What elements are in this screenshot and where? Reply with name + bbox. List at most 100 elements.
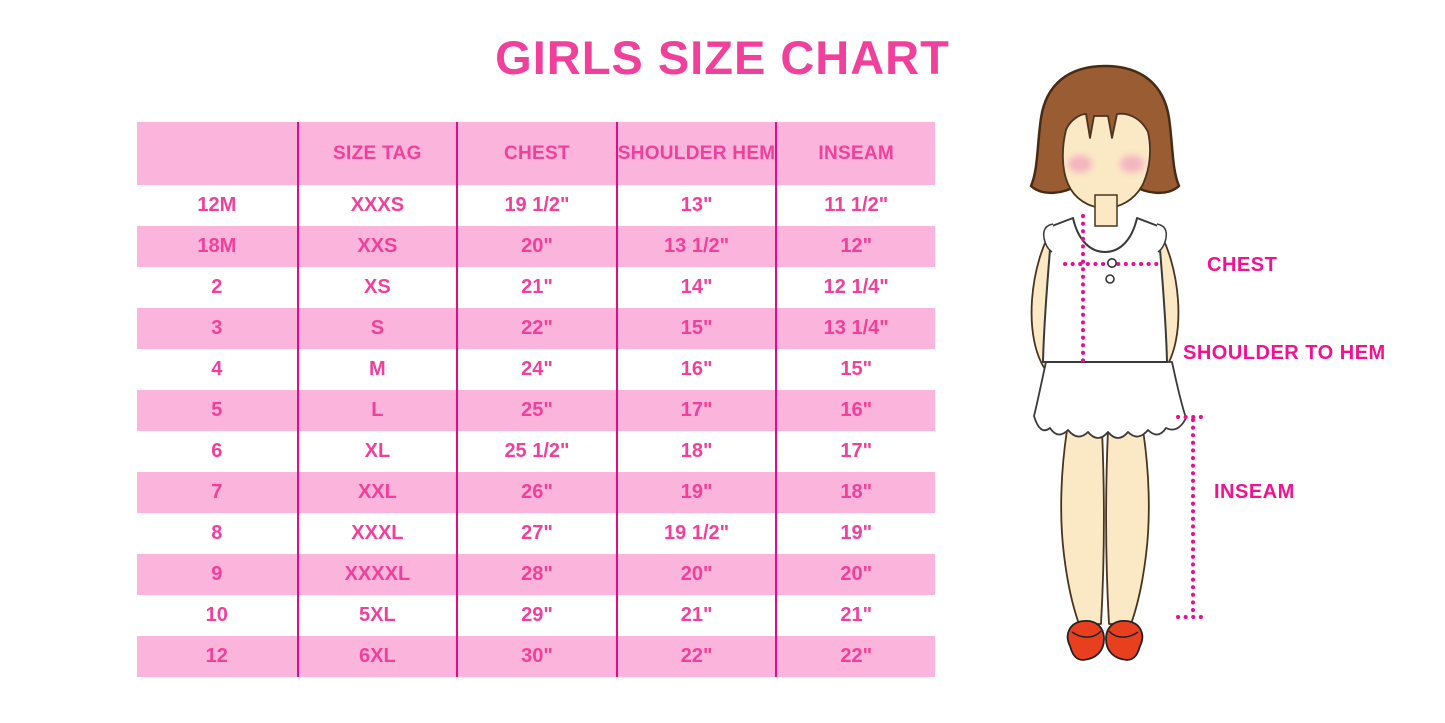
table-cell: L	[296, 390, 457, 431]
left-shoulder-ruffle	[1042, 223, 1054, 253]
table-cell: M	[296, 349, 457, 390]
table-cell: 15"	[775, 349, 935, 390]
table-cell: 5	[211, 399, 223, 421]
table-cell: 21"	[456, 267, 616, 308]
table-cell: 16"	[775, 390, 935, 431]
table-cell: 18"	[775, 472, 935, 513]
table-cell: 29"	[456, 595, 616, 636]
chest-label: CHEST	[1207, 254, 1278, 276]
page-title: GIRLS SIZE CHART	[495, 31, 950, 84]
table-cell: 12"	[775, 226, 935, 267]
header-cell	[137, 122, 297, 185]
left-cheek	[1068, 155, 1092, 173]
table-cell: 27"	[456, 513, 616, 554]
table-cell: 12M	[197, 194, 237, 216]
table-cell: 8	[211, 522, 223, 544]
header-cell: SIZE TAG	[296, 122, 457, 185]
table-cell: XXXXL	[296, 554, 457, 595]
table-cell: 19"	[615, 472, 776, 513]
table-cell: XXS	[296, 226, 457, 267]
table-row: 4 M 24" 16" 15"	[137, 349, 935, 390]
header-cell: SHOULDER HEM	[615, 122, 776, 185]
table-cell: 26"	[456, 472, 616, 513]
size-table-body: SIZE TAG CHEST SHOULDER HEM INSEAM 12M XXXS 19…	[137, 122, 935, 677]
table-row: 18M XXS 20" 13 1/2" 12"	[137, 226, 935, 267]
table-cell: 16"	[615, 349, 776, 390]
table-cell: 6XL	[296, 636, 457, 677]
table-cell: 21"	[615, 595, 776, 636]
right-cheek	[1120, 155, 1144, 173]
size-chart-table: SIZE TAG CHEST SHOULDER HEM INSEAM 12M XXXS 19…	[137, 122, 935, 677]
table-row: 8 XXXL 27" 19 1/2" 19"	[137, 513, 935, 554]
bottom-button	[1105, 274, 1115, 284]
table-row: 10 5XL 29" 21" 21"	[137, 595, 935, 636]
table-cell: XS	[296, 267, 457, 308]
table-cell: 20"	[775, 554, 935, 595]
table-cell: 22"	[456, 308, 616, 349]
left-shoe	[1066, 620, 1105, 661]
table-cell: 14"	[615, 267, 776, 308]
table-cell: 9	[211, 563, 223, 585]
bodice	[1042, 217, 1168, 363]
table-row: 6 XL 25 1/2" 18" 17"	[137, 431, 935, 472]
table-cell: 5XL	[296, 595, 457, 636]
table-cell: 10	[205, 604, 228, 626]
table-cell: 22"	[615, 636, 776, 677]
top-button	[1107, 257, 1118, 268]
right-leg	[1105, 429, 1150, 625]
table-row: 9 XXXXL 28" 20" 20"	[137, 554, 935, 595]
table-cell: 15"	[615, 308, 776, 349]
table-cell: 13 1/4"	[775, 308, 935, 349]
table-cell: XXXS	[296, 185, 457, 226]
table-cell: 17"	[615, 390, 776, 431]
table-cell: XXXL	[296, 513, 457, 554]
table-cell: 22"	[775, 636, 935, 677]
table-cell: 25"	[456, 390, 616, 431]
table-cell: 19"	[775, 513, 935, 554]
table-cell: 18M	[197, 235, 237, 257]
table-cell: 24"	[456, 349, 616, 390]
table-cell: XL	[296, 431, 457, 472]
table-cell: XXL	[296, 472, 457, 513]
table-row: 5 L 25" 17" 16"	[137, 390, 935, 431]
table-cell: 28"	[456, 554, 616, 595]
table-cell: 12 1/4"	[775, 267, 935, 308]
table-cell: 13 1/2"	[615, 226, 776, 267]
table-cell: S	[296, 308, 457, 349]
table-cell: 25 1/2"	[456, 431, 616, 472]
header-cell: INSEAM	[775, 122, 935, 185]
left-shoe-strap	[1071, 630, 1102, 638]
girl-illustration	[1029, 64, 1205, 661]
neck	[1094, 194, 1118, 227]
inseam-label: INSEAM	[1214, 481, 1295, 503]
table-cell: 3	[211, 317, 223, 339]
table-cell: 12	[205, 645, 228, 667]
table-cell: 30"	[456, 636, 616, 677]
table-row: 7 XXL 26" 19" 18"	[137, 472, 935, 513]
table-cell: 20"	[456, 226, 616, 267]
skirt	[1033, 361, 1187, 439]
table-row: SIZE TAG CHEST SHOULDER HEM INSEAM	[137, 122, 935, 185]
face	[1061, 112, 1151, 209]
table-row: 12M XXXS 19 1/2" 13" 11 1/2"	[137, 185, 935, 226]
table-cell: 2	[211, 276, 223, 298]
table-cell: 18"	[615, 431, 776, 472]
table-cell: 4	[211, 358, 223, 380]
table-row: 12 6XL 30" 22" 22"	[137, 636, 935, 677]
header-cell: CHEST	[456, 122, 616, 185]
table-cell: 6	[211, 440, 223, 462]
measurement-figure: CHEST SHOULDER TO HEM INSEAM	[985, 55, 1445, 723]
right-shoe	[1105, 620, 1144, 661]
table-cell: 7	[211, 481, 223, 503]
shoulder-to-hem-label: SHOULDER TO HEM	[1183, 342, 1386, 364]
right-shoulder-ruffle	[1156, 223, 1168, 253]
table-row: 2 XS 21" 14" 12 1/4"	[137, 267, 935, 308]
table-cell: 20"	[615, 554, 776, 595]
right-shoe-strap	[1108, 630, 1139, 638]
table-cell: 19 1/2"	[615, 513, 776, 554]
table-cell: 11 1/2"	[775, 185, 935, 226]
table-row: 3 S 22" 15" 13 1/4"	[137, 308, 935, 349]
table-cell: 17"	[775, 431, 935, 472]
left-leg	[1060, 429, 1105, 625]
table-cell: 21"	[775, 595, 935, 636]
